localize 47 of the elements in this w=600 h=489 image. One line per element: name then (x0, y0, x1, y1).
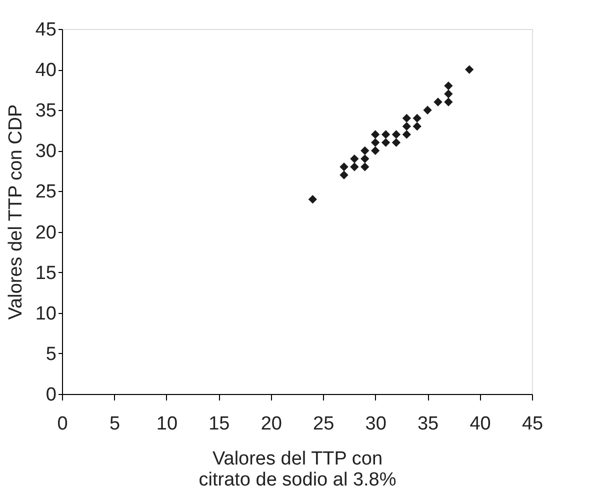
point (444, 81, 453, 90)
point (444, 98, 453, 106)
point (392, 130, 401, 139)
y-tick-label: 45 (35, 20, 56, 40)
point (402, 114, 411, 123)
point (350, 154, 359, 164)
point (340, 170, 348, 180)
point (412, 114, 422, 123)
point (381, 130, 390, 139)
point (423, 106, 432, 114)
point (412, 122, 422, 131)
point (371, 138, 380, 147)
x-tick-label: 5 (109, 414, 120, 434)
x-tick-label: 15 (208, 414, 230, 434)
point (360, 162, 370, 172)
x-axis-title: Valores del TTP con citrato de sodio al 3.8% (198, 448, 396, 489)
y-tick-label: 10 (35, 303, 56, 324)
y-tick-label: 5 (46, 344, 56, 365)
y-tick-label: 40 (35, 60, 56, 82)
y-tick-label: 25 (35, 182, 56, 203)
y-tick-label: 20 (35, 222, 56, 244)
point (308, 195, 317, 204)
point (444, 90, 453, 98)
point (392, 138, 401, 147)
x-tick-label: 35 (417, 414, 439, 434)
x-tick-label: 30 (365, 414, 386, 434)
y-tick-label: 15 (35, 262, 56, 284)
point (402, 130, 411, 139)
point (371, 130, 380, 139)
point (350, 162, 359, 172)
point (402, 122, 411, 131)
point (434, 98, 442, 106)
point (381, 138, 390, 147)
y-tick-label: 30 (35, 141, 56, 162)
y-tick-label: 35 (35, 100, 56, 122)
y-axis-title: Valores del TTP con CDP (5, 104, 26, 320)
point (465, 65, 474, 74)
x-tick-label: 10 (156, 414, 178, 434)
x-tick-label: 45 (522, 414, 544, 434)
x-tick-label: 20 (260, 414, 282, 434)
point (371, 146, 380, 155)
x-tick-label: 25 (313, 414, 334, 434)
point (360, 146, 370, 155)
y-tick-label: 0 (46, 384, 56, 406)
x-tick-label: 40 (470, 414, 491, 434)
point (360, 154, 370, 164)
point (340, 162, 348, 172)
